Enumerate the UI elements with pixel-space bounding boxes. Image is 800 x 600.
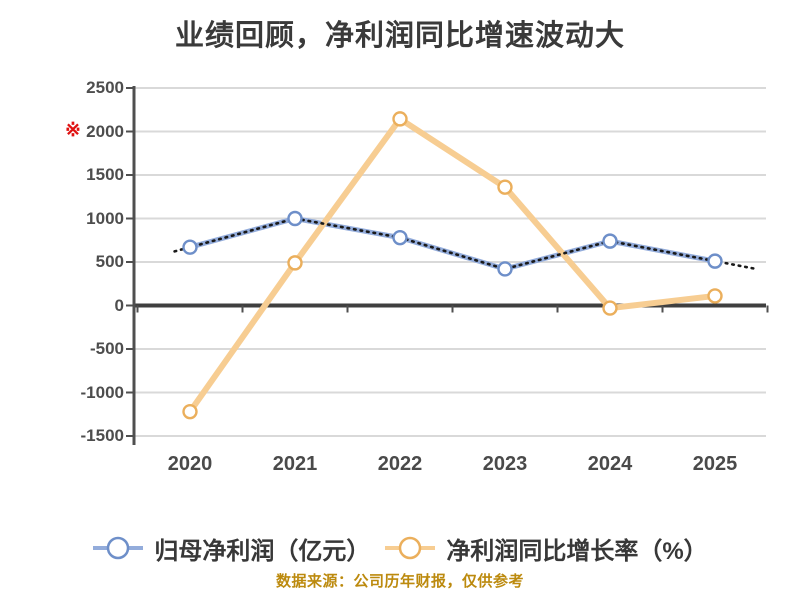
series-1-marker [287, 255, 303, 271]
y-tick-label-1500: 1500 [86, 165, 124, 184]
series-0-marker [392, 229, 408, 246]
x-tick-label-2023: 2023 [482, 453, 528, 475]
legend-item-net-profit: 归母净利润（亿元） [92, 531, 370, 566]
legend-label-growth-rate: 净利润同比增长率（%） [446, 537, 708, 565]
series-1-marker [497, 179, 513, 195]
series-1-marker [392, 111, 408, 127]
x-tick-label-2021: 2021 [272, 453, 318, 475]
y-tick-label-1000: 1000 [86, 208, 124, 228]
y-tick-label-500: 500 [95, 252, 124, 271]
x-tick-label-2022: 2022 [377, 453, 423, 475]
series-0-marker [602, 233, 618, 249]
series-1-marker [707, 288, 723, 304]
series-1-marker [182, 403, 198, 420]
legend: 归母净利润（亿元） 净利润同比增长率（%） [0, 528, 800, 568]
legend-marker-blue-icon [93, 536, 144, 560]
legend-item-growth-rate: 净利润同比增长率（%） [384, 531, 708, 566]
chart-title: 业绩回顾，净利润同比增速波动大 [174, 20, 625, 52]
y-tick-label-2500: 2500 [86, 78, 124, 97]
source-caption: 数据来源：公司历年财报，仅供参考 [275, 573, 524, 590]
y-tick-label--500: -500 [89, 339, 124, 358]
y-tick-label-0: 0 [114, 295, 124, 315]
series-line-1 [187, 115, 718, 415]
y-tick-label--1000: -1000 [80, 382, 124, 402]
legend-label-net-profit: 归母净利润（亿元） [154, 537, 371, 565]
series-0-marker [707, 253, 723, 269]
y-tick-label-2000: 2000 [86, 121, 124, 141]
gridlines [126, 87, 766, 437]
x-axis-ticks [136, 305, 769, 313]
series-0-marker [182, 239, 198, 255]
series-0-marker [287, 210, 303, 227]
series-0-marker [497, 261, 513, 277]
legend-marker-orange-icon [385, 536, 436, 560]
x-tick-label-2025: 2025 [692, 453, 738, 475]
series-1-marker [602, 300, 618, 316]
x-tick-label-2024: 2024 [587, 453, 633, 475]
dotted-trendline [173, 217, 756, 271]
y-tick-label--1500: -1500 [80, 426, 124, 445]
red-note-marker: ※ [65, 120, 81, 141]
x-tick-label-2020: 2020 [167, 453, 213, 475]
